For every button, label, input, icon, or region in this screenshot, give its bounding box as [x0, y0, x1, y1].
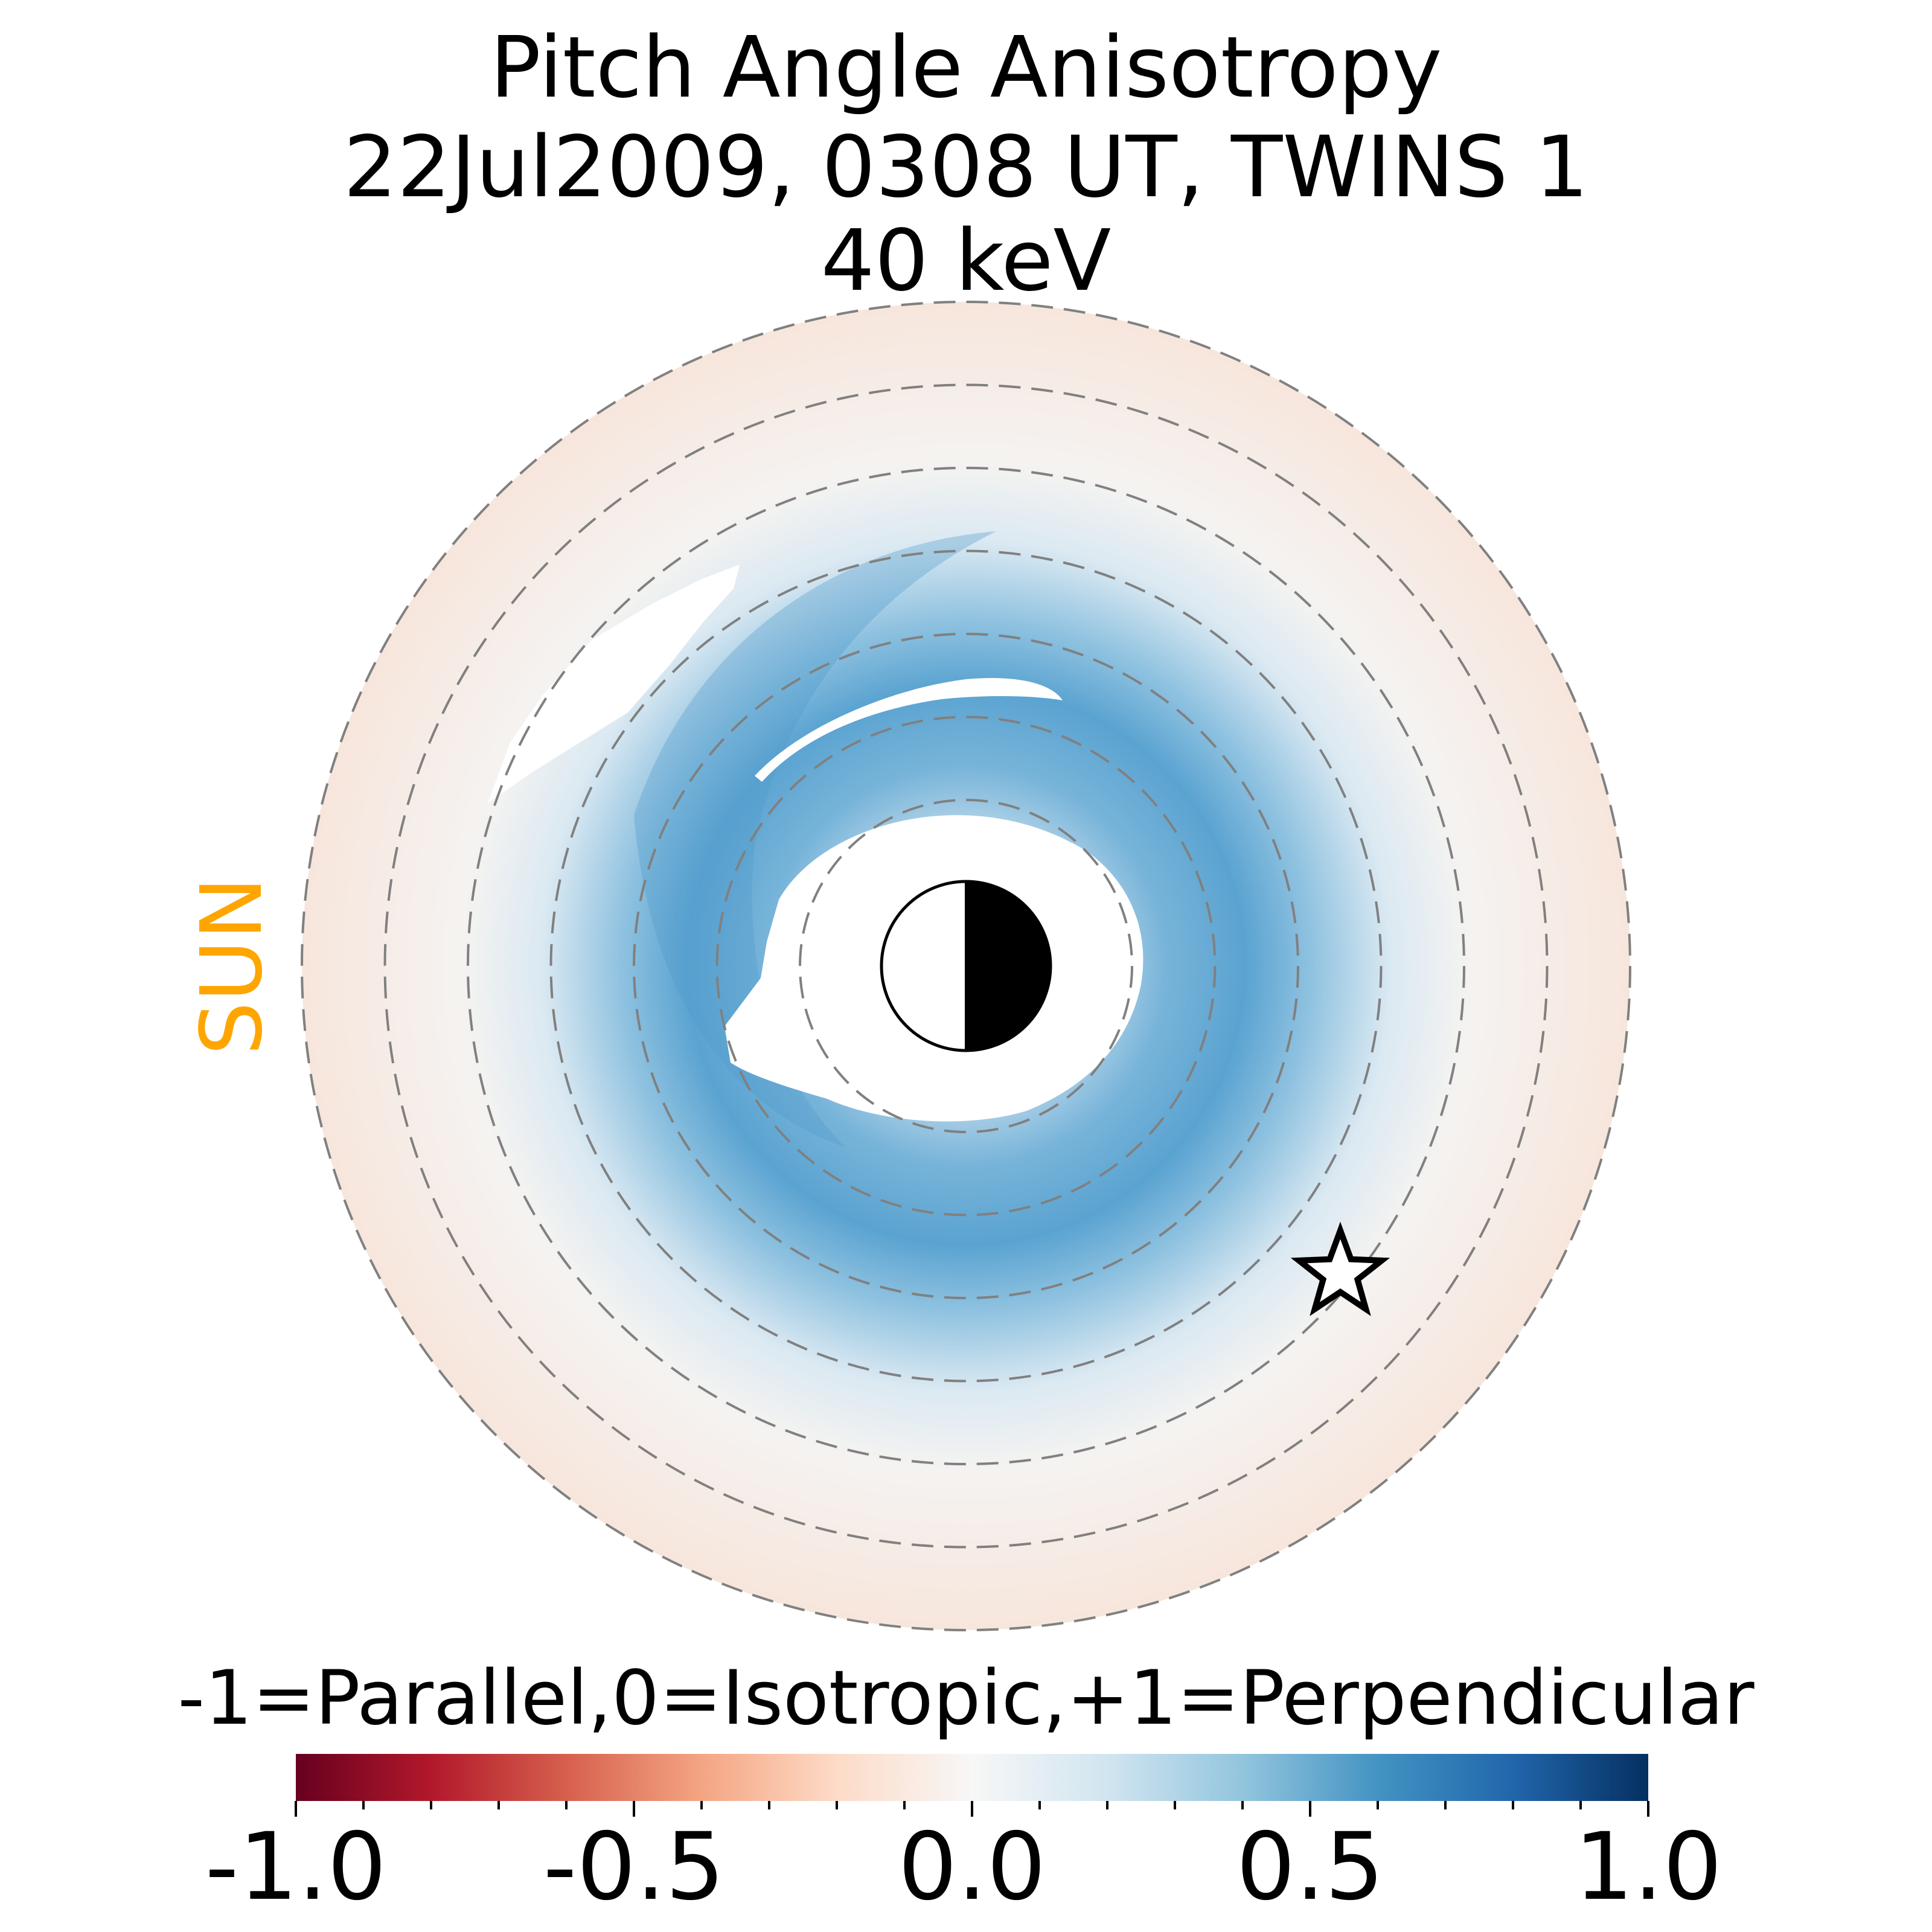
- range-ring-5: [549, 549, 1383, 1383]
- range-ring-6: [467, 467, 1465, 1465]
- dayside-enhancement-region: [634, 531, 996, 1147]
- colorbar-tick-label: 0.0: [898, 1813, 1046, 1921]
- colorbar-tick-label: 0.5: [1236, 1813, 1384, 1921]
- spacecraft-star-icon: [1290, 1221, 1390, 1316]
- chart-subtitle-energy: 40 keV: [821, 212, 1112, 310]
- chart-subtitle-date: 22Jul2009, 0308 UT, TWINS 1: [344, 118, 1589, 217]
- range-ring-3: [715, 715, 1217, 1217]
- range-ring-7: [383, 383, 1549, 1549]
- no-data-arc-gap: [755, 678, 1063, 782]
- no-data-gap-upper-left: [488, 565, 740, 803]
- earth-icon: [880, 880, 1052, 1052]
- range-ring-4: [633, 633, 1299, 1299]
- colorbar-label: -1=Parallel,0=Isotropic,+1=Perpendicular: [178, 1655, 1754, 1742]
- range-ring-8: [301, 301, 1631, 1631]
- colorbar-ticks: -1.0 -0.5 0.0 0.5 1.0: [205, 1801, 1722, 1921]
- colorbar-tick-label: -1.0: [205, 1813, 386, 1921]
- colorbar-tick-label: -0.5: [543, 1813, 724, 1921]
- sun-label: SUN: [183, 877, 281, 1055]
- colorbar-tick-label: 1.0: [1575, 1813, 1722, 1921]
- range-ring-2: [799, 799, 1133, 1133]
- chart-title: Pitch Angle Anisotropy: [490, 19, 1442, 117]
- colorbar: [296, 1754, 1648, 1801]
